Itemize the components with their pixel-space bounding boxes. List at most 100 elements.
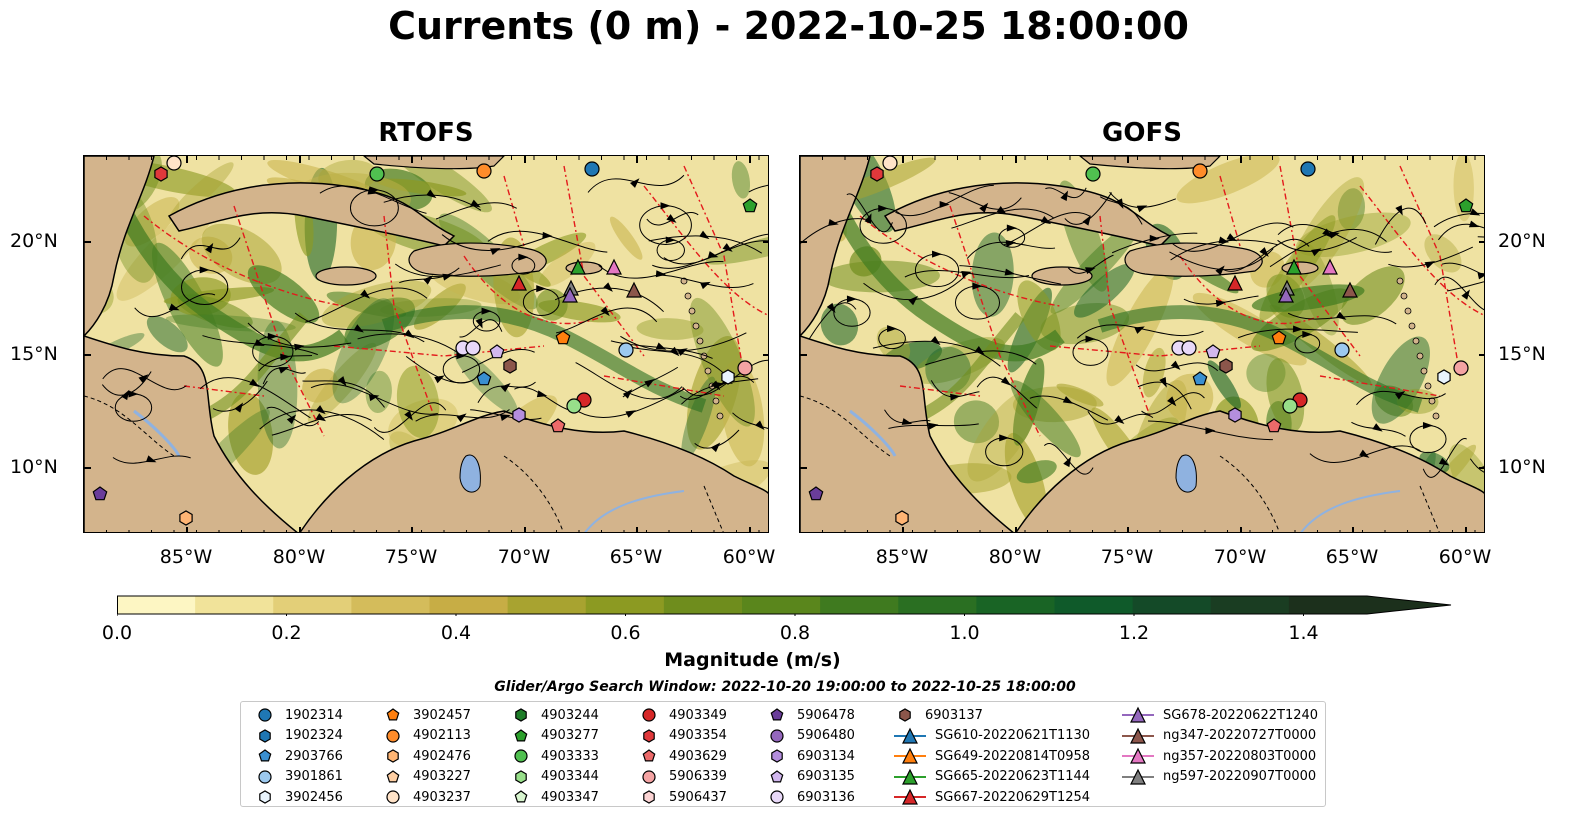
current-speed-patch [538,241,596,288]
eez-boundary [1399,165,1461,377]
streamline-arrow [536,285,547,293]
colorbar-tick-label: 0.6 [610,622,641,644]
streamline-arrow [1438,457,1450,466]
eez-boundary [1049,345,1261,357]
legend-item: 3902456 [253,787,343,807]
streamline [1469,458,1484,473]
colorbar-segment [1288,596,1368,614]
colorbar [117,595,1452,616]
eez-boundary [643,185,768,316]
current-speed-patch [720,359,765,467]
legend-item: 3901861 [253,767,343,787]
legend-item: 1902324 [253,726,343,746]
float-marker [1458,198,1474,213]
country-border [1219,455,1280,532]
country-border [1419,485,1440,532]
float-marker [514,749,528,763]
streamline-arrow [138,374,149,384]
streamline-arrow [536,390,548,398]
lat-label-left-10n: 10°N [10,456,58,478]
streamline-arrow [423,275,433,285]
lon-label-left-85w: 85°W [159,546,213,568]
legend-item: 4902476 [381,746,471,766]
colorbar-tick-label: 0.4 [440,622,472,644]
float-marker [166,156,182,171]
map-panel-rtofs [83,155,769,533]
eez-boundary [563,165,645,357]
legend-label: 4903333 [541,748,599,764]
float-marker [154,166,168,182]
current-speed-patch [332,298,395,404]
streamline-arrow [996,205,1007,215]
streamline-arrow [1004,268,1016,276]
lon-label-right-60w: 60°W [1438,546,1492,568]
streamline-arrow [887,325,898,333]
streamline-arrow [1461,289,1470,300]
legend-marker-icon [770,769,784,782]
streamline-arrow [655,270,667,278]
colorbar-segment [663,596,743,614]
land-jamaica [1031,266,1093,286]
legend-marker-icon [259,790,271,804]
legend-label: ng597-20220907T0000 [1163,769,1317,784]
eez-boundary [949,205,1041,437]
lon-label-right-70w: 70°W [1213,546,1267,568]
glider-marker [1130,768,1146,785]
streamline-arrow [128,390,139,398]
legend-label: 4903244 [541,707,599,723]
colorbar-segment [585,596,665,614]
streamline-arrow [470,199,481,208]
glider-marker [1342,281,1358,298]
streamline-arrow [1422,421,1433,429]
current-speed-patch [247,265,320,324]
current-speed-patch [1207,360,1241,409]
legend-item: 3902457 [381,705,471,725]
float-marker [258,708,272,722]
glider-marker [1130,747,1146,764]
legend-item: SG667-20220629T1254 [893,787,1090,807]
glider-marker [1130,706,1146,723]
current-speed-patch [636,318,704,340]
legend-marker-icon [894,727,926,744]
legend-marker-icon [770,790,784,804]
current-speed-patch [971,232,1014,317]
colorbar-tick-label: 1.4 [1288,622,1319,644]
country-border [503,455,564,532]
eez-boundary [859,215,1061,307]
float-marker [1192,163,1208,179]
streamline-arrow [168,303,180,311]
legend-label: 4903227 [413,769,471,784]
streamline-arrow [337,376,347,387]
streamline-arrow [828,218,839,226]
current-speed-patch [1016,460,1057,484]
legend-marker-icon [894,768,926,785]
land-island [1424,382,1432,390]
colorbar-tick-label: 1.2 [1118,622,1150,644]
glider-marker [1322,258,1338,275]
lake-maracaibo [459,454,481,493]
current-speed-patch [396,365,440,438]
streamline-arrow [1359,449,1370,458]
legend-label: 6903137 [925,707,983,723]
float-marker [1282,398,1298,414]
float-marker [1437,369,1451,385]
land-island [1400,292,1408,300]
float-marker [386,790,400,804]
land-island [1432,412,1440,420]
land-island [1404,307,1412,315]
streamline-arrow [600,306,610,317]
land-island [1416,352,1424,360]
streamline-arrow [1205,427,1216,435]
land-hispaniola [1124,242,1263,277]
colorbar-segment [1054,596,1134,614]
current-speed-patch [376,178,467,197]
glider-marker [626,281,642,298]
streamline-arrow [254,339,265,347]
legend-label: 4902113 [413,728,471,743]
streamline-arrow [280,353,291,361]
streamline-arrow [908,295,919,306]
eez-boundary [1179,255,1321,325]
legend-item: 5906339 [637,767,727,787]
legend-item: 4903347 [509,787,599,807]
legend-label: 4903349 [669,707,727,723]
